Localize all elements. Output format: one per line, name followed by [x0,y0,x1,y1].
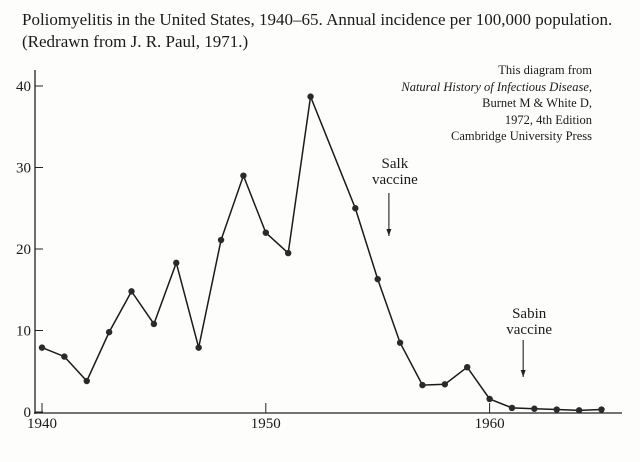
data-point [195,344,202,351]
data-point [38,344,46,351]
y-tick-label: 40 [16,79,31,95]
data-point [531,405,538,412]
data-point [284,249,292,257]
data-point [61,353,68,360]
arrow-head [520,370,526,377]
y-tick-label: 30 [16,161,31,177]
data-point [396,339,404,346]
y-tick-label: 20 [16,242,31,258]
y-tick-label: 10 [16,324,31,340]
data-point [240,172,247,179]
credit-edition: 1972, 4th Edition [504,112,592,127]
data-point [374,275,381,283]
annotation-label: vaccine [372,172,418,188]
credit-line: This diagram from [498,63,592,77]
x-tick-label: 1950 [251,416,281,432]
data-point [128,288,135,295]
data-point [83,377,90,385]
data-point [105,328,113,336]
credit-authors: Burnet M & White D, [482,96,592,110]
x-tick-label: 1960 [475,416,505,432]
data-point [217,236,225,244]
annotation-label: Salk [382,156,409,172]
data-point [352,205,359,212]
chart-title: Poliomyelitis in the United States, 1940… [22,10,613,51]
data-point [598,406,605,413]
data-point [486,395,493,403]
arrow-head [386,229,392,236]
annotation-label: vaccine [506,322,552,338]
data-point [464,363,471,371]
data-point [575,407,583,414]
data-point [150,320,158,328]
credit-note: This diagram from Natural History of Inf… [401,62,592,145]
data-point [553,406,560,413]
data-point [508,404,516,412]
credit-publisher: Cambridge University Press [451,129,592,143]
series-line [41,93,602,412]
data-point [262,229,269,236]
credit-book-title: Natural History of Infectious Disease, [401,79,592,94]
data-point [173,259,180,267]
y-tick-label: 0 [24,405,32,421]
data-point [419,381,426,389]
annotation-label: Sabin [512,306,547,322]
data-point [441,381,449,388]
x-tick-label: 1940 [27,416,57,432]
data-point [307,93,314,100]
